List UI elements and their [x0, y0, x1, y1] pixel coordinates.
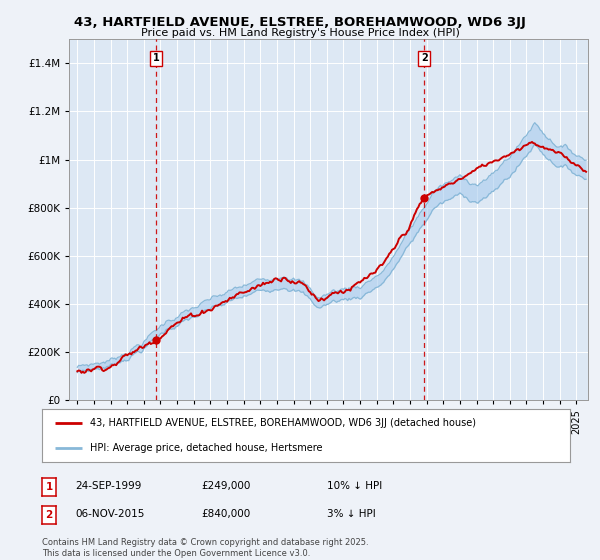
- Text: 10% ↓ HPI: 10% ↓ HPI: [327, 481, 382, 491]
- Text: Contains HM Land Registry data © Crown copyright and database right 2025.
This d: Contains HM Land Registry data © Crown c…: [42, 538, 368, 558]
- Text: 43, HARTFIELD AVENUE, ELSTREE, BOREHAMWOOD, WD6 3JJ: 43, HARTFIELD AVENUE, ELSTREE, BOREHAMWO…: [74, 16, 526, 29]
- Text: Price paid vs. HM Land Registry's House Price Index (HPI): Price paid vs. HM Land Registry's House …: [140, 28, 460, 38]
- Text: 2: 2: [421, 53, 428, 63]
- Text: 2: 2: [46, 510, 53, 520]
- Text: 1: 1: [152, 53, 160, 63]
- Text: £249,000: £249,000: [201, 481, 250, 491]
- Text: 1: 1: [46, 482, 53, 492]
- Text: 43, HARTFIELD AVENUE, ELSTREE, BOREHAMWOOD, WD6 3JJ (detached house): 43, HARTFIELD AVENUE, ELSTREE, BOREHAMWO…: [89, 418, 476, 428]
- Text: £840,000: £840,000: [201, 509, 250, 519]
- Text: HPI: Average price, detached house, Hertsmere: HPI: Average price, detached house, Hert…: [89, 443, 322, 453]
- Text: 06-NOV-2015: 06-NOV-2015: [75, 509, 145, 519]
- Text: 24-SEP-1999: 24-SEP-1999: [75, 481, 142, 491]
- Text: 3% ↓ HPI: 3% ↓ HPI: [327, 509, 376, 519]
